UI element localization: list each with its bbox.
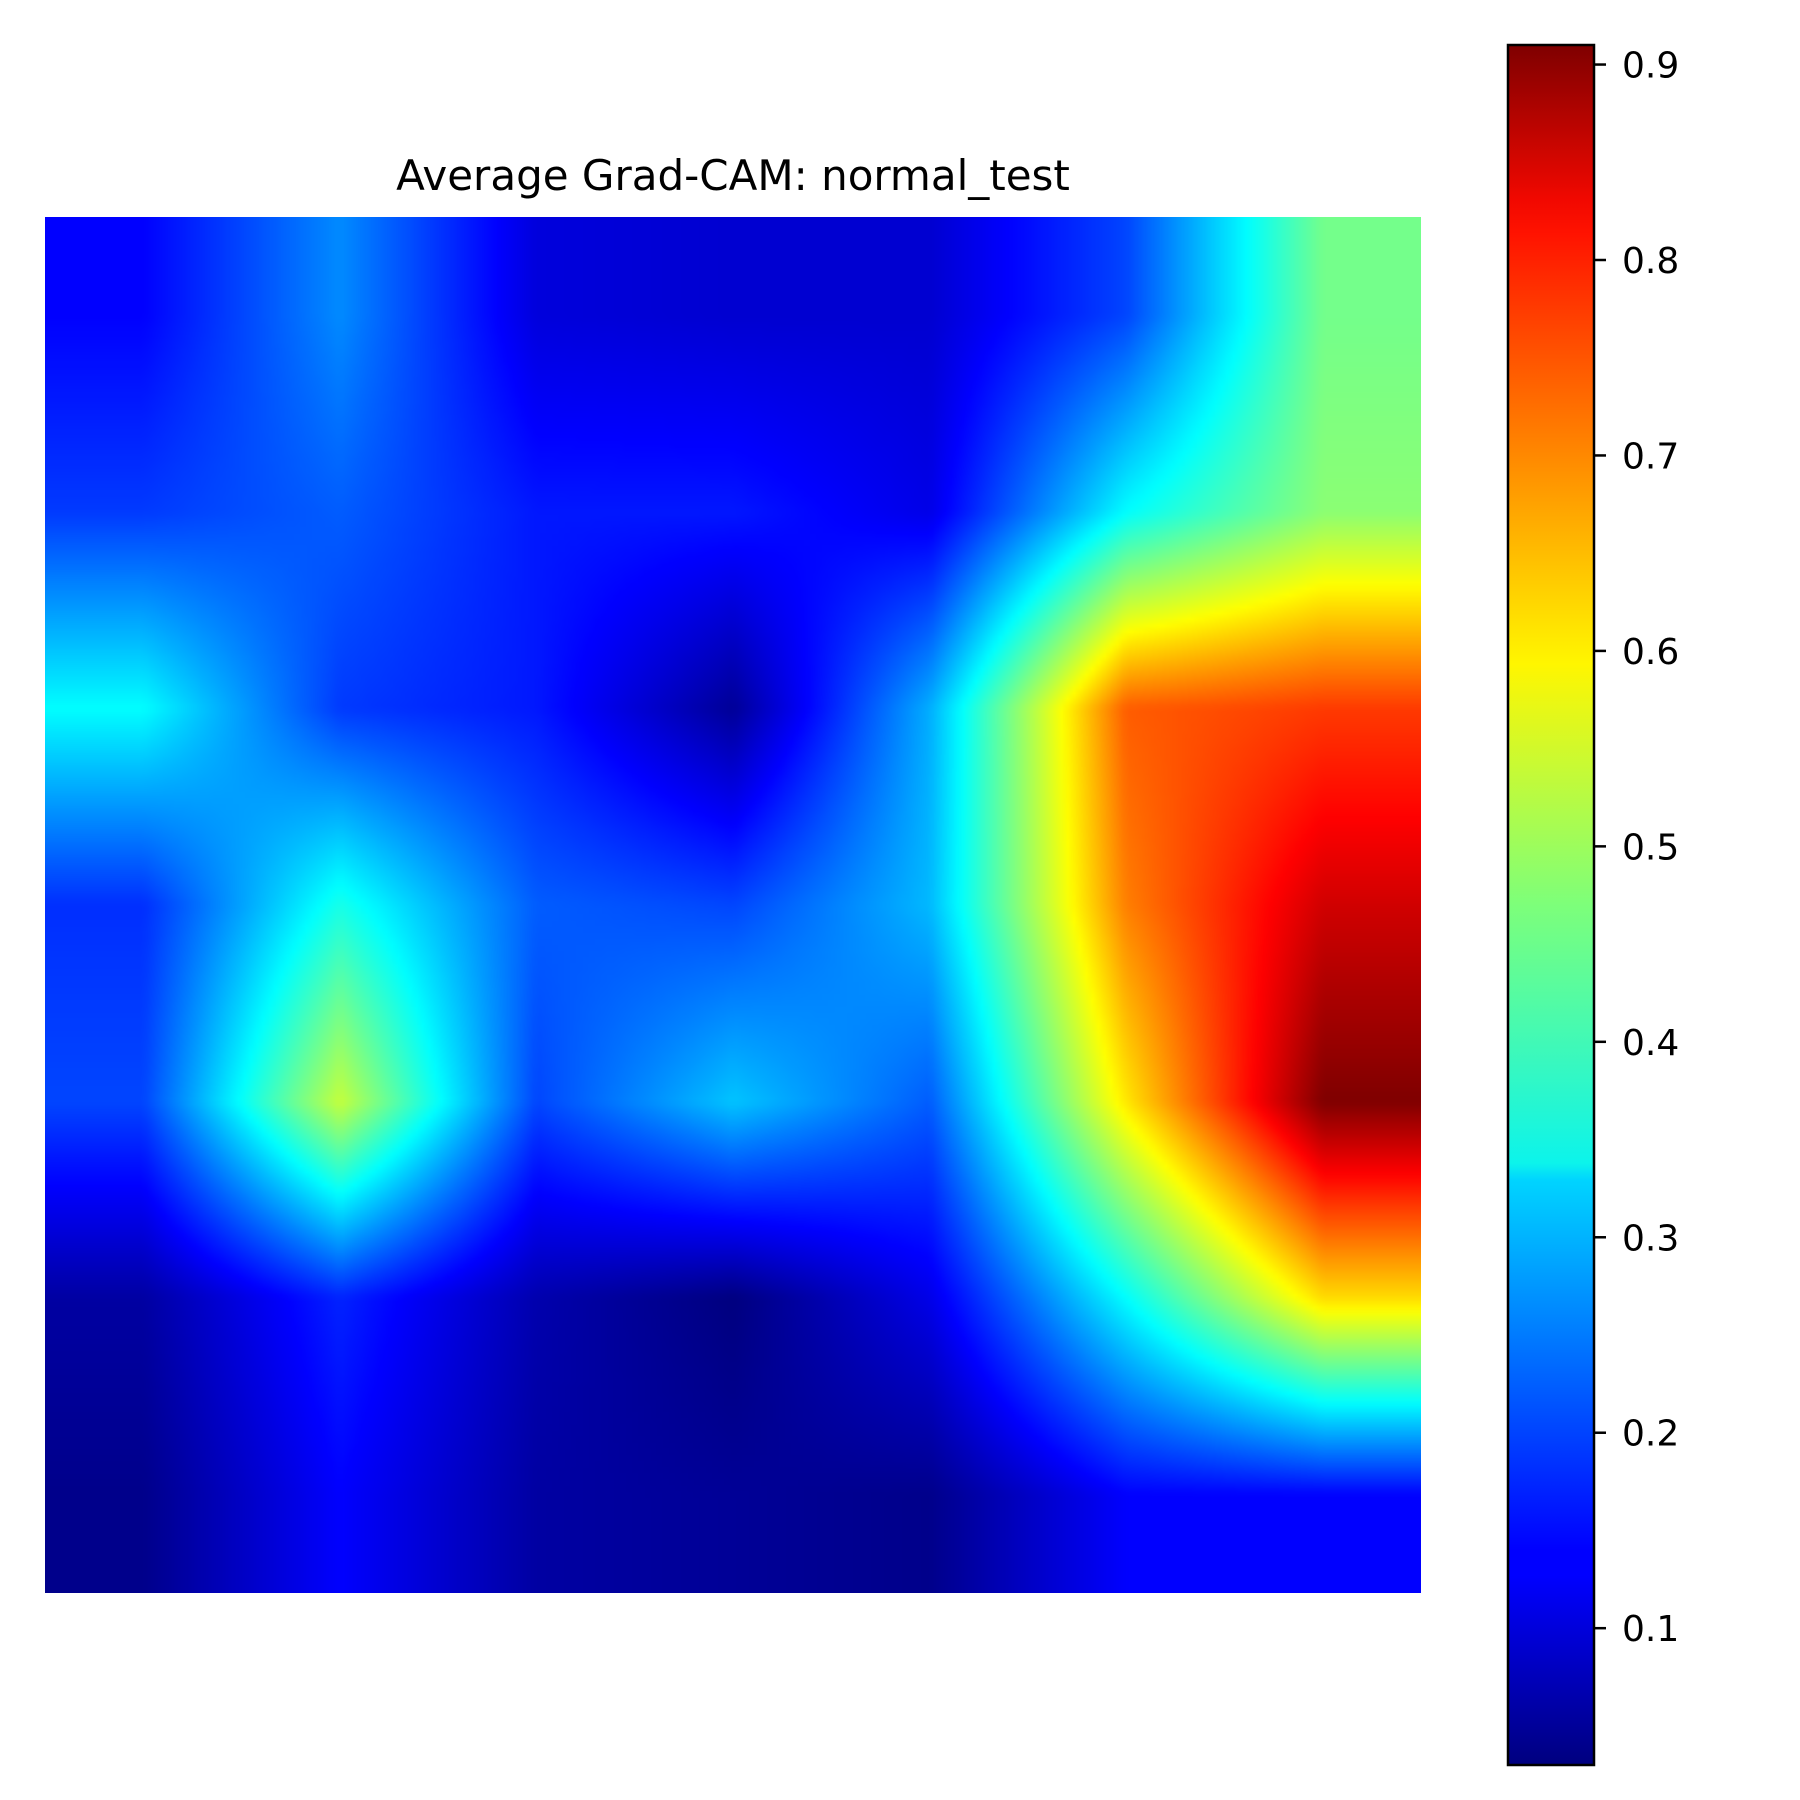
colorbar-tick-label: 0.5: [1622, 827, 1679, 868]
heatmap-image: [45, 217, 1421, 1593]
colorbar-tick-label: 0.1: [1622, 1609, 1679, 1650]
chart-title: Average Grad-CAM: normal_test: [396, 151, 1070, 200]
colorbar-gradient: [1508, 45, 1594, 1765]
colorbar-tick-label: 0.7: [1622, 436, 1679, 477]
colorbar-tick-label: 0.2: [1622, 1414, 1679, 1455]
colorbar-tick-label: 0.4: [1622, 1023, 1679, 1064]
colorbar-frame: [1506, 43, 1596, 1767]
heatmap: [45, 217, 1421, 1593]
colorbar-tick-label: 0.8: [1622, 241, 1679, 282]
colorbar-ticks: 0.1 0.2 0.3 0.4 0.5 0.6 0.7 0.8 0.9: [1594, 46, 1679, 1650]
colorbar-tick-label: 0.6: [1622, 632, 1679, 673]
colorbar-tick-label: 0.9: [1622, 46, 1679, 87]
colorbar-tick-label: 0.3: [1622, 1218, 1679, 1259]
colorbar: 0.1 0.2 0.3 0.4 0.5 0.6 0.7 0.8 0.9: [1506, 43, 1679, 1767]
